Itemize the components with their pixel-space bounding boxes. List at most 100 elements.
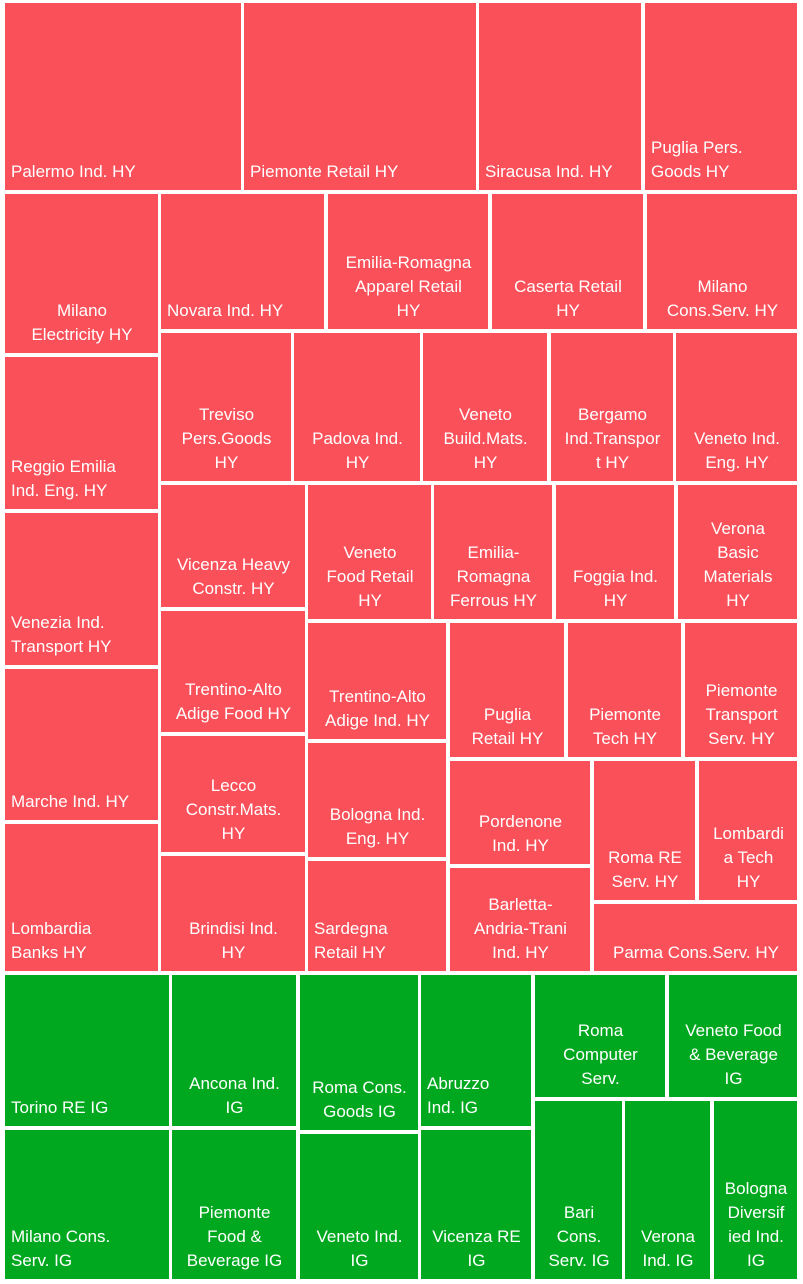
treemap-tile: Ancona Ind. IG bbox=[172, 975, 296, 1126]
tile-label: Emilia- Romagna Ferrous HY bbox=[450, 543, 537, 610]
treemap-tile: Padova Ind. HY bbox=[294, 333, 420, 481]
treemap-tile: Milano Cons. Serv. IG bbox=[5, 1130, 169, 1279]
treemap-tile: Emilia- Romagna Ferrous HY bbox=[434, 485, 552, 619]
tile-label: Verona Ind. IG bbox=[641, 1227, 695, 1270]
tile-label: Siracusa Ind. HY bbox=[485, 162, 613, 181]
treemap-tile: Puglia Retail HY bbox=[450, 623, 564, 757]
treemap-tile: Vicenza RE IG bbox=[421, 1130, 531, 1279]
treemap-tile: Roma Cons. Goods IG bbox=[300, 975, 418, 1130]
tile-label: Milano Cons. Serv. IG bbox=[11, 1227, 111, 1270]
tile-label: Roma Computer Serv. bbox=[563, 1021, 638, 1088]
tile-label: Piemonte Transport Serv. HY bbox=[705, 681, 778, 748]
tile-label: Milano Cons.Serv. HY bbox=[666, 277, 779, 320]
treemap-tile: Caserta Retail HY bbox=[492, 194, 643, 329]
treemap-tile: Treviso Pers.Goods HY bbox=[161, 333, 291, 481]
treemap-tile: Bari Cons. Serv. IG bbox=[535, 1101, 622, 1279]
tile-label: Roma RE Serv. HY bbox=[608, 848, 682, 891]
treemap-tile: Milano Cons.Serv. HY bbox=[647, 194, 797, 329]
treemap-tile: Lombardi a Tech HY bbox=[699, 761, 797, 900]
treemap-tile: Veneto Ind. Eng. HY bbox=[676, 333, 797, 481]
treemap-tile: Venezia Ind. Transport HY bbox=[5, 513, 158, 665]
treemap-tile: Brindisi Ind. HY bbox=[161, 856, 305, 971]
treemap-tile: Verona Basic Materials HY bbox=[678, 485, 797, 619]
treemap-tile: Puglia Pers. Goods HY bbox=[645, 3, 797, 190]
treemap-tile: Marche Ind. HY bbox=[5, 669, 158, 820]
treemap-tile: Foggia Ind. HY bbox=[556, 485, 674, 619]
treemap-tile: Veneto Food Retail HY bbox=[308, 485, 431, 619]
tile-label: Ancona Ind. IG bbox=[189, 1074, 280, 1117]
treemap-tile: Lecco Constr.Mats. HY bbox=[161, 736, 305, 852]
tile-label: Caserta Retail HY bbox=[514, 277, 622, 320]
treemap-tile: Vicenza Heavy Constr. HY bbox=[161, 485, 305, 607]
tile-label: Puglia Pers. Goods HY bbox=[651, 138, 743, 181]
tile-label: Verona Basic Materials HY bbox=[703, 519, 773, 610]
treemap-tile: Trentino-Alto Adige Ind. HY bbox=[308, 623, 446, 739]
tile-label: Piemonte Food & Beverage IG bbox=[186, 1203, 283, 1270]
tile-label: Emilia-Romagna Apparel Retail HY bbox=[345, 253, 472, 320]
tile-label: Brindisi Ind. HY bbox=[189, 919, 278, 962]
treemap-tile: Trentino-Alto Adige Food HY bbox=[161, 611, 305, 732]
treemap-tile: Bergamo Ind.Transpor t HY bbox=[551, 333, 673, 481]
tile-label: Bari Cons. Serv. IG bbox=[548, 1203, 610, 1270]
tile-label: Puglia Retail HY bbox=[471, 705, 544, 748]
tile-label: Lecco Constr.Mats. HY bbox=[185, 776, 282, 843]
tile-label: Lombardi a Tech HY bbox=[713, 824, 784, 891]
treemap-tile: Torino RE IG bbox=[5, 975, 169, 1126]
tile-label: Sardegna Retail HY bbox=[314, 919, 388, 962]
treemap-tile: Lombardia Banks HY bbox=[5, 824, 158, 971]
tile-label: Torino RE IG bbox=[11, 1098, 109, 1117]
tile-label: Bologna Ind. Eng. HY bbox=[329, 805, 426, 848]
treemap-tile: Bologna Ind. Eng. HY bbox=[308, 743, 446, 857]
tile-label: Marche Ind. HY bbox=[11, 792, 130, 811]
tile-label: Parma Cons.Serv. HY bbox=[613, 943, 779, 962]
treemap-tile: Piemonte Food & Beverage IG bbox=[172, 1130, 296, 1279]
treemap-tile: Barletta- Andria-Trani Ind. HY bbox=[450, 868, 590, 971]
tile-label: Veneto Food Retail HY bbox=[326, 543, 414, 610]
treemap-tile: Roma Computer Serv. bbox=[535, 975, 665, 1097]
treemap-tile: Abruzzo Ind. IG bbox=[421, 975, 531, 1126]
treemap-tile: Veneto Ind. IG bbox=[300, 1134, 418, 1279]
treemap-tile: Verona Ind. IG bbox=[625, 1101, 710, 1279]
tile-label: Reggio Emilia Ind. Eng. HY bbox=[11, 457, 116, 500]
treemap-tile: Emilia-Romagna Apparel Retail HY bbox=[328, 194, 488, 329]
tile-label: Piemonte Retail HY bbox=[250, 162, 399, 181]
tile-label: Veneto Ind. Eng. HY bbox=[693, 429, 781, 472]
tile-label: Foggia Ind. HY bbox=[572, 567, 659, 610]
treemap-tile: Milano Electricity HY bbox=[5, 194, 158, 353]
tile-label: Milano Electricity HY bbox=[31, 301, 133, 344]
tile-label: Padova Ind. HY bbox=[312, 429, 403, 472]
tile-label: Vicenza Heavy Constr. HY bbox=[176, 555, 291, 598]
treemap-tile: Piemonte Transport Serv. HY bbox=[685, 623, 797, 757]
tile-label: Veneto Food & Beverage IG bbox=[685, 1021, 782, 1088]
treemap-tile: Veneto Build.Mats. HY bbox=[423, 333, 547, 481]
treemap-tile: Palermo Ind. HY bbox=[5, 3, 241, 190]
tile-label: Trentino-Alto Adige Food HY bbox=[175, 680, 292, 723]
treemap-tile: Novara Ind. HY bbox=[161, 194, 324, 329]
tile-label: Novara Ind. HY bbox=[167, 301, 284, 320]
tile-label: Treviso Pers.Goods HY bbox=[181, 405, 272, 472]
treemap-tile: Bologna Diversif ied Ind. IG bbox=[714, 1101, 797, 1279]
treemap-tile: Piemonte Retail HY bbox=[244, 3, 476, 190]
tile-label: Barletta- Andria-Trani Ind. HY bbox=[474, 895, 567, 962]
tile-label: Pordenone Ind. HY bbox=[478, 812, 563, 855]
tile-label: Palermo Ind. HY bbox=[11, 162, 136, 181]
tile-label: Vicenza RE IG bbox=[432, 1227, 521, 1270]
tile-label: Trentino-Alto Adige Ind. HY bbox=[325, 687, 430, 730]
tile-label: Piemonte Tech HY bbox=[589, 705, 661, 748]
tile-label: Bologna Diversif ied Ind. IG bbox=[724, 1179, 788, 1270]
treemap-tile: Siracusa Ind. HY bbox=[479, 3, 641, 190]
tile-label: Venezia Ind. Transport HY bbox=[11, 613, 112, 656]
tile-label: Veneto Build.Mats. HY bbox=[443, 405, 528, 472]
treemap-tile: Pordenone Ind. HY bbox=[450, 761, 590, 864]
tile-label: Lombardia Banks HY bbox=[11, 919, 92, 962]
treemap-tile: Piemonte Tech HY bbox=[568, 623, 681, 757]
treemap-tile: Sardegna Retail HY bbox=[308, 861, 446, 971]
tile-label: Veneto Ind. IG bbox=[316, 1227, 403, 1270]
tile-label: Abruzzo Ind. IG bbox=[427, 1074, 490, 1117]
treemap-tile: Reggio Emilia Ind. Eng. HY bbox=[5, 357, 158, 509]
treemap-tile: Veneto Food & Beverage IG bbox=[669, 975, 797, 1097]
treemap-tile: Roma RE Serv. HY bbox=[594, 761, 695, 900]
tile-label: Roma Cons. Goods IG bbox=[312, 1078, 407, 1121]
tile-label: Bergamo Ind.Transpor t HY bbox=[564, 405, 661, 472]
